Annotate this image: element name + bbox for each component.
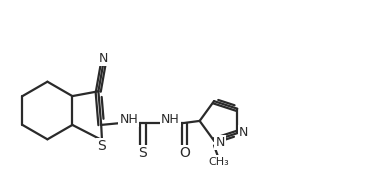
Text: N: N: [216, 136, 225, 149]
Text: N: N: [99, 52, 108, 65]
Text: NH: NH: [161, 113, 180, 126]
Text: S: S: [98, 139, 106, 153]
Text: CH₃: CH₃: [208, 157, 229, 166]
Text: O: O: [179, 146, 190, 160]
Text: N: N: [239, 126, 248, 139]
Text: NH: NH: [119, 113, 138, 126]
Text: S: S: [138, 146, 147, 160]
